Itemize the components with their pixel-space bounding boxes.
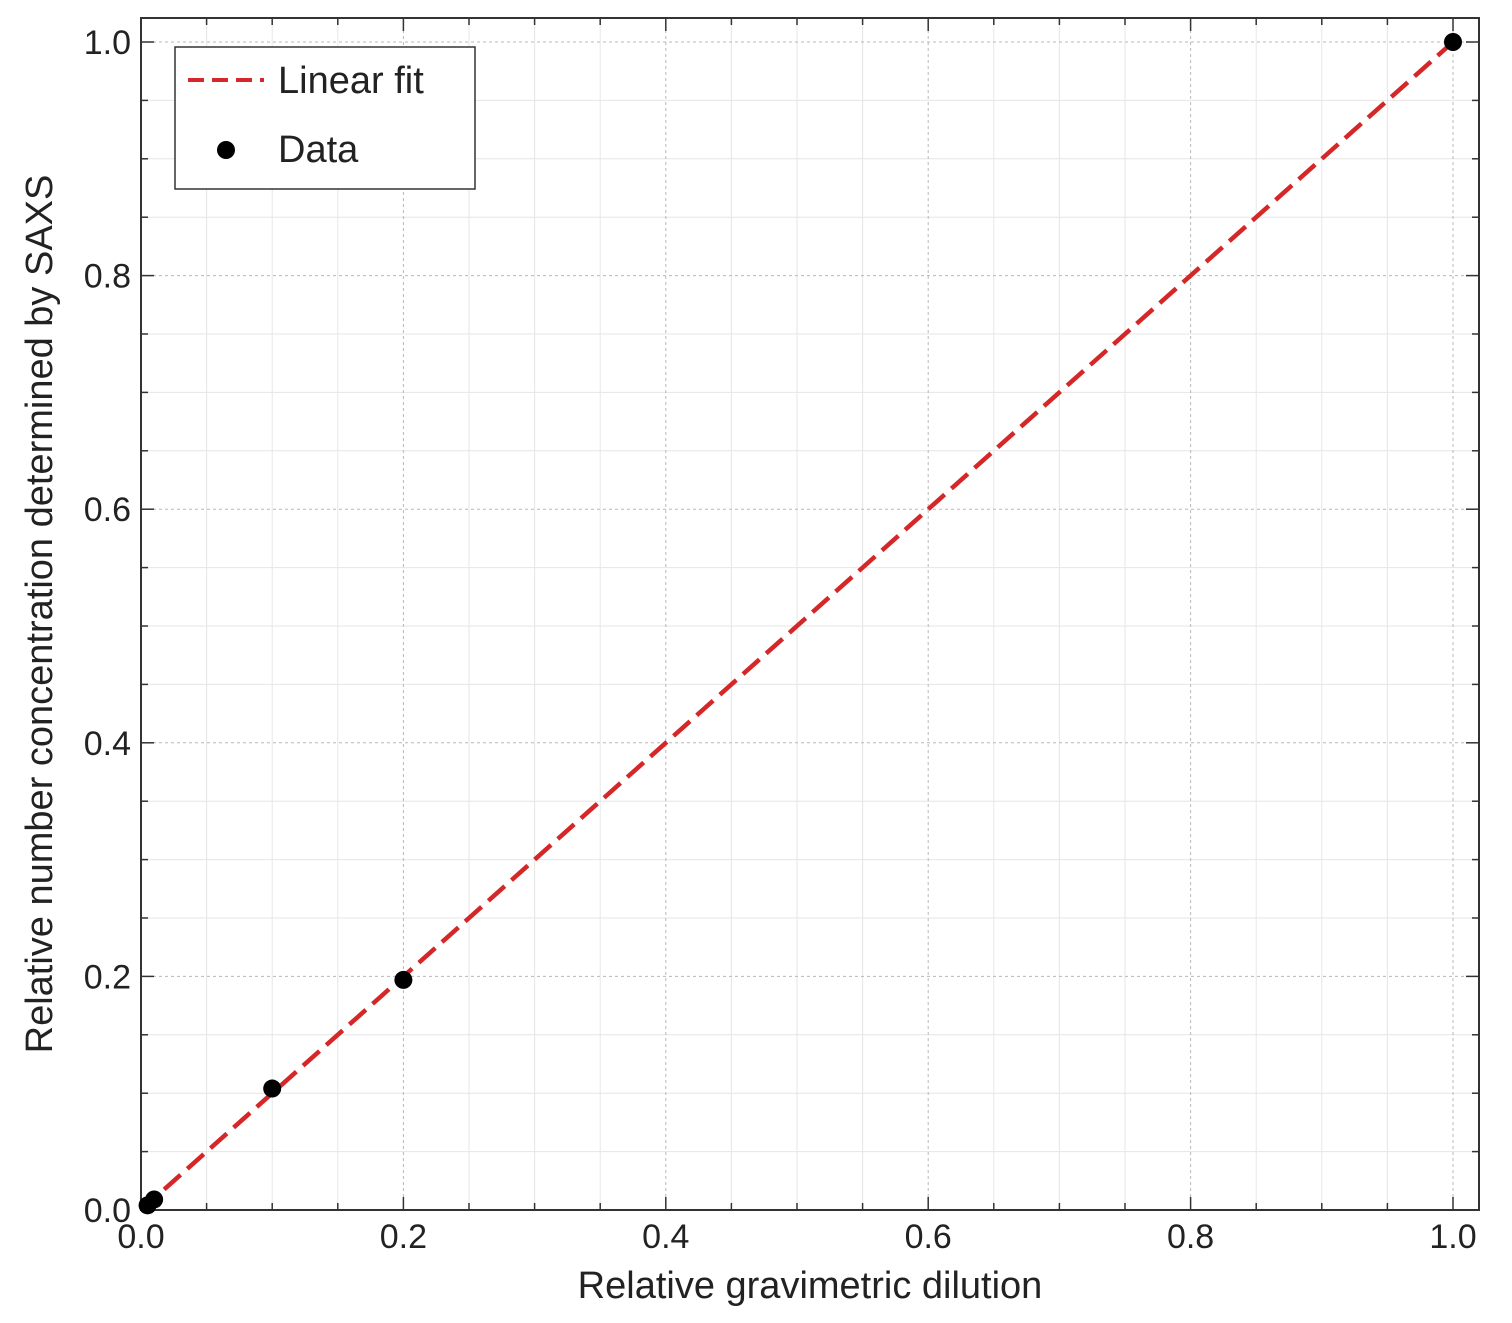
y-tick-label: 0.6 <box>84 491 131 529</box>
x-tick-label: 0.2 <box>380 1218 427 1256</box>
linear-fit-line <box>139 40 1455 1212</box>
data-point <box>263 1079 282 1098</box>
data-point <box>145 1190 164 1209</box>
y-tick-label: 0.0 <box>84 1192 131 1230</box>
x-tick-label: 0.4 <box>642 1218 689 1256</box>
y-tick-labels: 0.0 0.2 0.4 0.6 0.8 1.0 <box>84 24 131 1230</box>
axis-ticks <box>140 18 1479 1211</box>
x-tick-label: 0.8 <box>1167 1218 1214 1256</box>
major-gridlines <box>141 18 1479 1210</box>
linear-fit-series <box>139 40 1455 1212</box>
x-axis-title: Relative gravimetric dilution <box>578 1265 1043 1307</box>
x-tick-label: 0.6 <box>905 1218 952 1256</box>
x-tick-label: 1.0 <box>1429 1218 1476 1256</box>
legend-box <box>174 46 476 190</box>
y-tick-label: 0.2 <box>84 958 131 996</box>
legend-marker-swatch <box>217 141 235 159</box>
data-series <box>138 33 1462 1215</box>
plot-frame <box>140 17 1480 1211</box>
legend-label-linear-fit: Linear fit <box>278 60 424 102</box>
x-tick-label: 0.0 <box>117 1218 164 1256</box>
y-tick-label: 0.4 <box>84 725 131 763</box>
x-tick-labels: 0.0 0.2 0.4 0.6 0.8 1.0 <box>117 1218 1476 1256</box>
minor-gridlines <box>141 18 1479 1210</box>
data-point <box>1444 33 1462 51</box>
y-tick-label: 0.8 <box>84 258 131 296</box>
legend-label-data: Data <box>278 129 359 171</box>
legend: Linear fit Data <box>174 46 476 190</box>
y-tick-label: 1.0 <box>84 24 131 62</box>
data-point <box>394 970 413 989</box>
y-axis-title: Relative number concentration determined… <box>19 175 61 1054</box>
